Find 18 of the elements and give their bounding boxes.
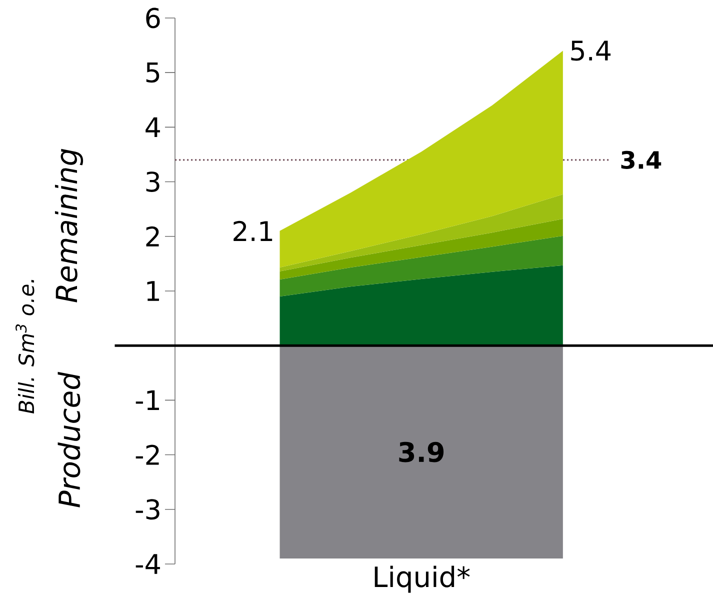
- y-tick-label: 4: [146, 117, 160, 138]
- band-label: 3.9: [399, 442, 444, 462]
- ref-line-label: 3.4: [621, 150, 662, 170]
- y-tick-label: 1: [147, 281, 159, 301]
- y-tick-label: 6: [146, 8, 160, 28]
- y-tick-label: 3: [146, 172, 160, 192]
- text: Remaining: [54, 148, 84, 302]
- y-tick-label: -3: [136, 499, 160, 520]
- total-label: 2.1: [234, 220, 272, 241]
- y-tick-label: -2: [136, 444, 159, 465]
- y-axis-title: Bill. Sm$^{3}$ o.e.: [16, 280, 34, 414]
- y-tick-label: 5: [146, 62, 160, 83]
- total-label: 5.4: [571, 40, 611, 61]
- x-axis-title: Liquid*: [374, 566, 470, 593]
- text: Produced: [58, 372, 80, 508]
- y-tick-label: -1: [136, 390, 159, 410]
- y-tick-label: 2: [146, 226, 159, 246]
- y-tick-label: -4: [136, 554, 160, 574]
